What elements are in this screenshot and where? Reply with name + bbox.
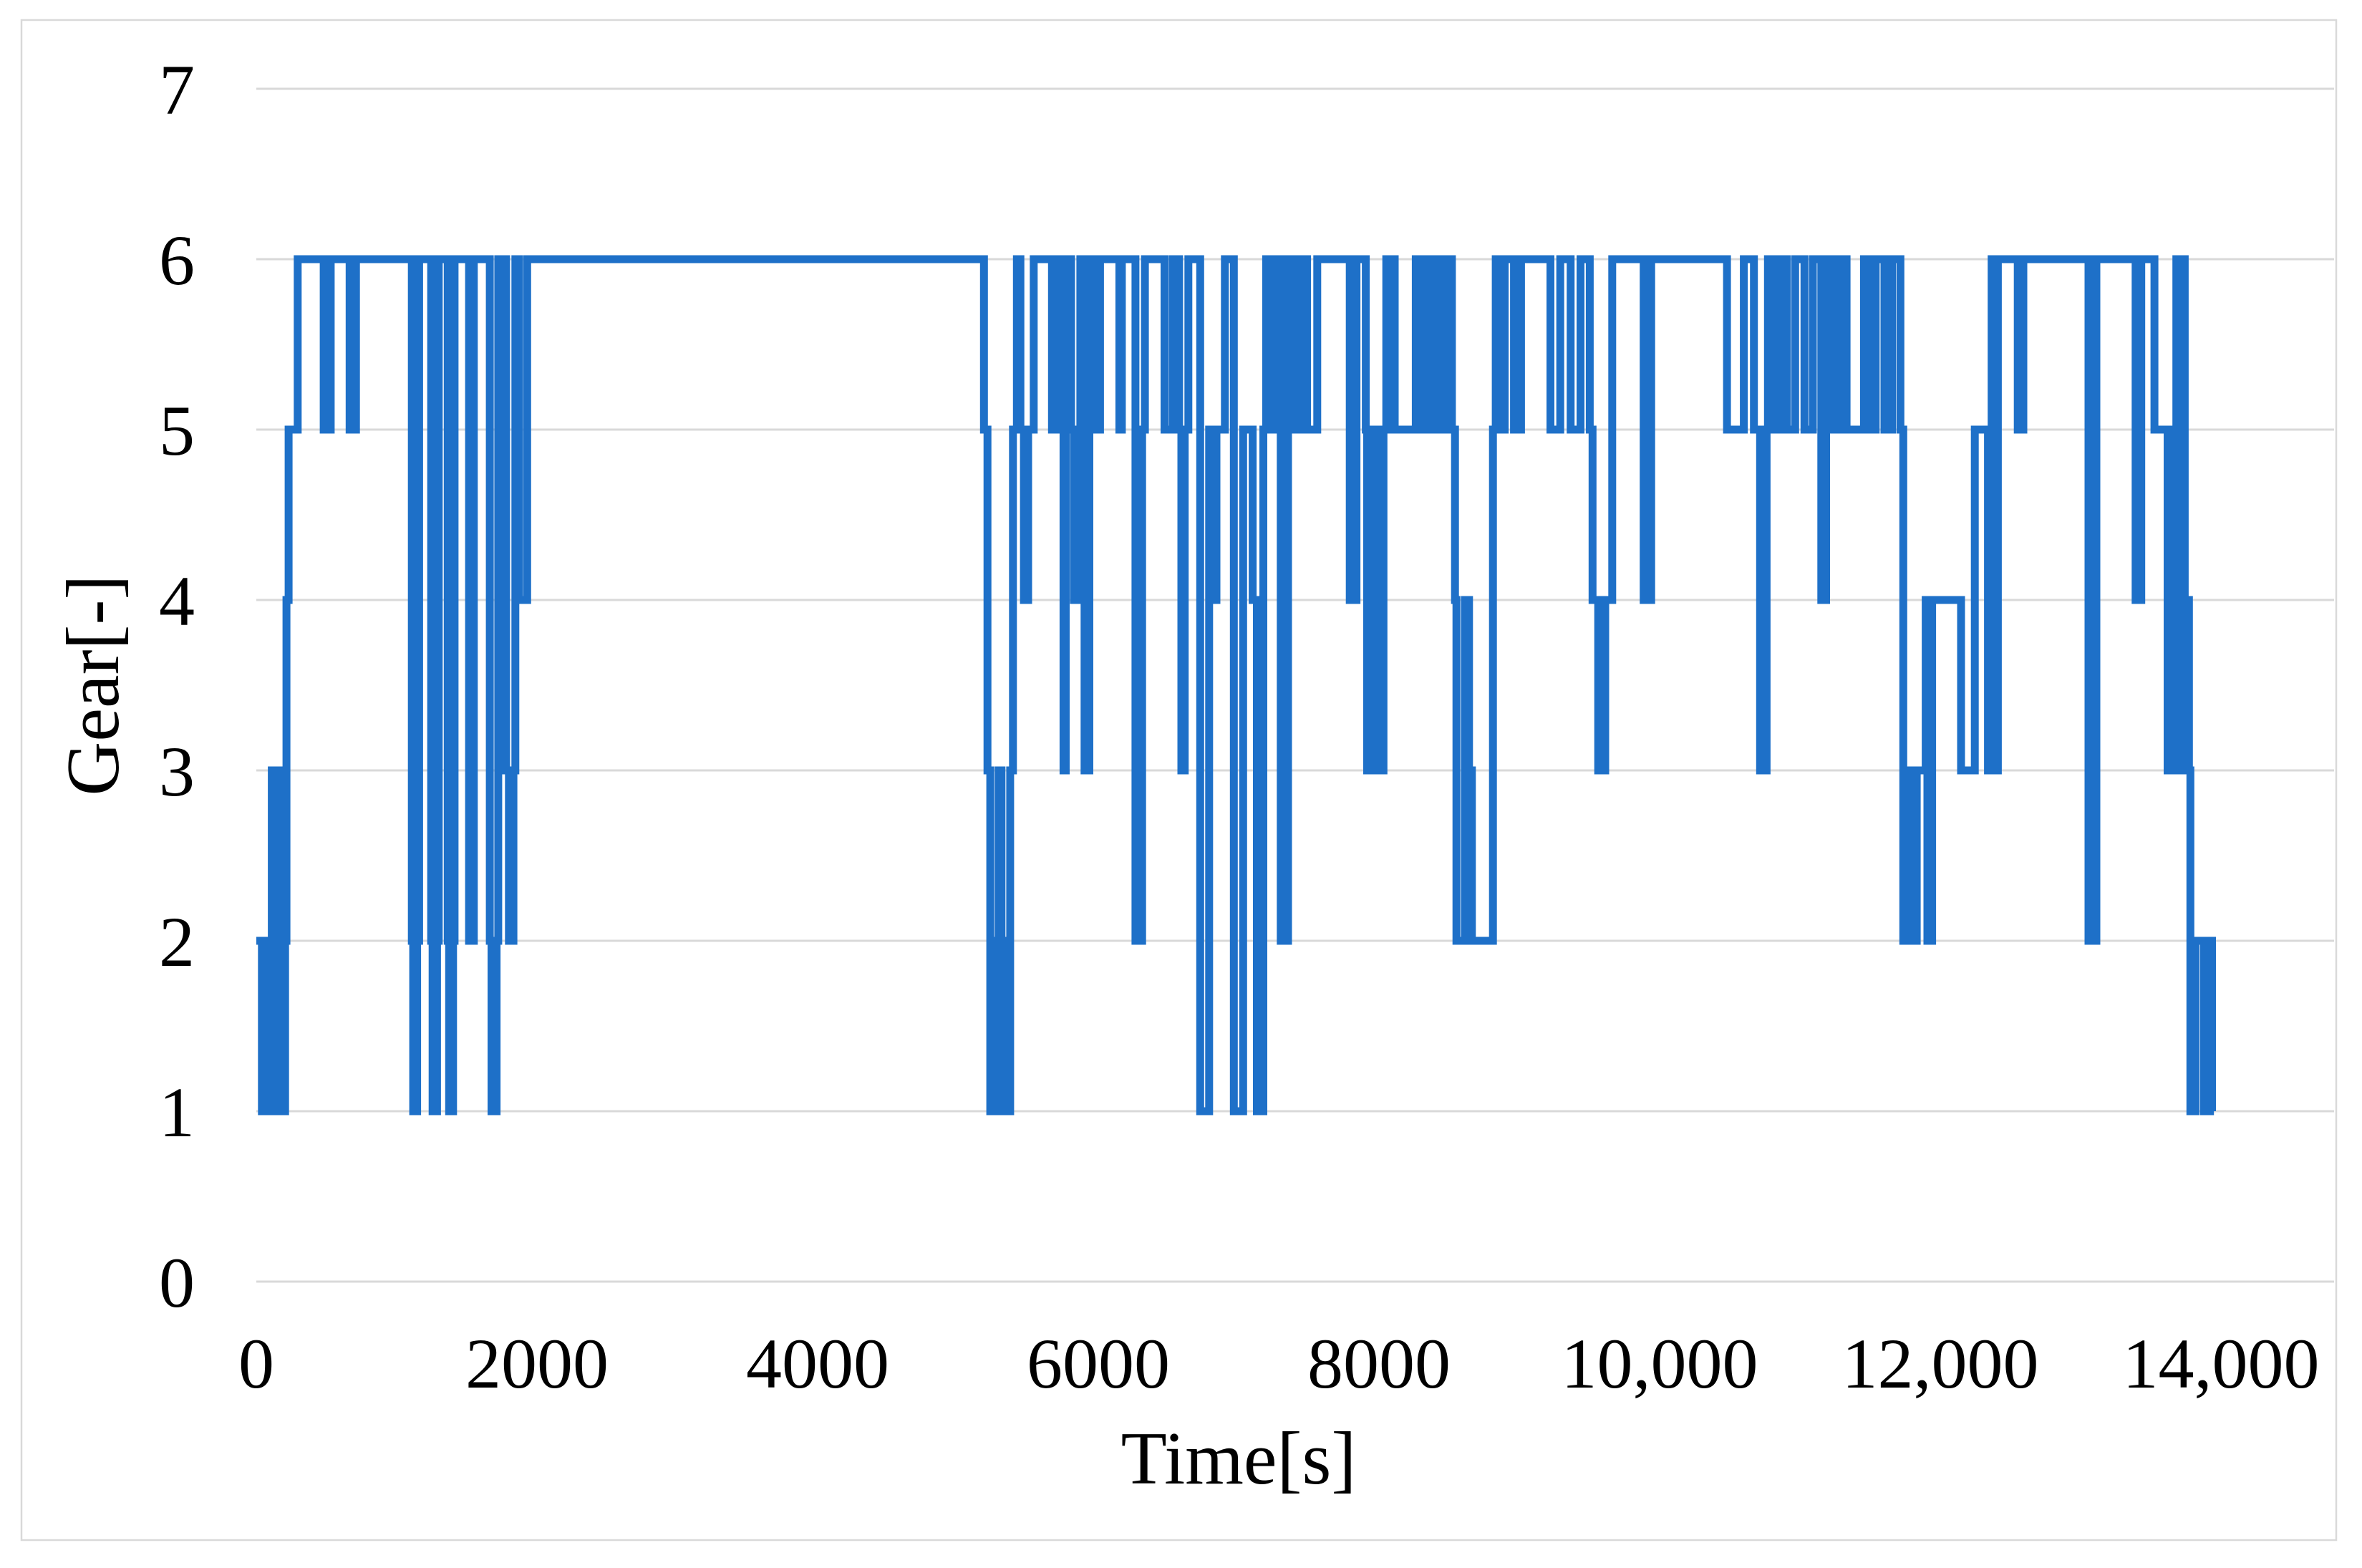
x-tick-label: 4000 bbox=[746, 1324, 889, 1403]
y-tick-label: 7 bbox=[159, 50, 195, 130]
x-axis-tick-labels: 0 2000 4000 6000 8000 10,000 12,000 14,000 bbox=[238, 1324, 2320, 1403]
x-tick-label: 8000 bbox=[1307, 1324, 1451, 1403]
x-tick-label: 0 bbox=[238, 1324, 274, 1403]
y-axis-tick-labels: 0 1 2 3 4 5 6 7 bbox=[159, 50, 195, 1322]
x-tick-label: 14,000 bbox=[2123, 1324, 2320, 1403]
y-tick-label: 4 bbox=[159, 561, 195, 641]
x-tick-label: 10,000 bbox=[1562, 1324, 1758, 1403]
y-tick-label: 5 bbox=[159, 391, 195, 470]
gear-series bbox=[256, 255, 2216, 1115]
x-tick-label: 12,000 bbox=[1842, 1324, 2039, 1403]
x-tick-label: 2000 bbox=[465, 1324, 609, 1403]
x-axis-title: Time[s] bbox=[1121, 1416, 1357, 1500]
x-tick-label: 6000 bbox=[1027, 1324, 1170, 1403]
chart-border bbox=[20, 19, 2338, 1542]
y-axis-title: Gear[-] bbox=[51, 575, 135, 796]
y-tick-label: 6 bbox=[159, 221, 195, 300]
y-tick-label: 1 bbox=[159, 1073, 195, 1152]
y-tick-label: 0 bbox=[159, 1243, 195, 1322]
y-tick-label: 2 bbox=[159, 902, 195, 982]
y-tick-label: 3 bbox=[159, 732, 195, 811]
gear-series-line bbox=[256, 255, 2216, 1115]
